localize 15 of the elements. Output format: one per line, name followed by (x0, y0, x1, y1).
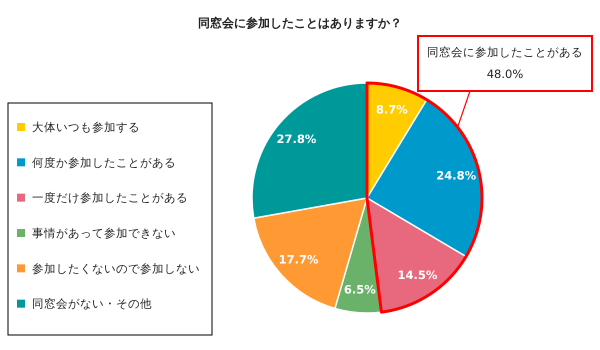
data-label: 24.8% (436, 168, 477, 183)
legend-label: 事情があって参加できない (32, 226, 176, 240)
data-label: 6.5% (344, 282, 376, 297)
legend-label: 大体いつも参加する (32, 120, 140, 134)
legend-label: 一度だけ参加したことがある (32, 190, 188, 205)
legend-label: 何度か参加したことがある (32, 155, 176, 170)
data-label: 27.8% (276, 132, 317, 146)
legend-label: 参加したくないので参加しない (32, 261, 200, 276)
data-label: 8.7% (376, 102, 408, 116)
data-label: 14.5% (398, 268, 438, 282)
text: 同窓会に参加したことがある (427, 45, 583, 59)
chart-title: 同窓会に参加したことはありますか？ (198, 16, 402, 30)
legend-label: 同窓会がない・その他 (32, 296, 152, 311)
data-label: 17.7% (278, 252, 319, 266)
text: 48.0% (486, 67, 524, 81)
